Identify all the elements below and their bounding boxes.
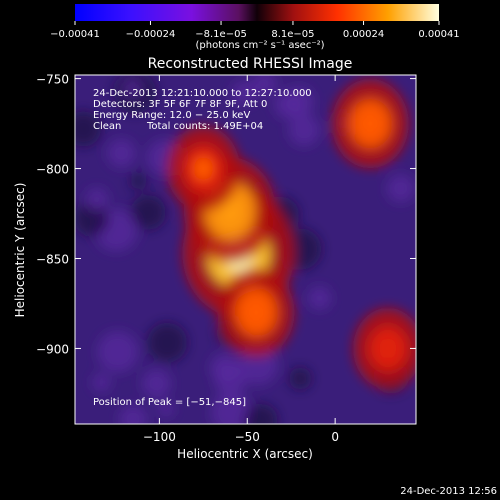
plot-frame — [74, 74, 417, 425]
x-axis-label: Heliocentric X (arcsec) — [177, 447, 313, 461]
background-texture — [141, 368, 171, 399]
x-axis-ticks: −100 −50 0 — [143, 75, 339, 444]
background-texture — [243, 403, 278, 424]
background-texture — [288, 367, 312, 390]
chart-title: Reconstructed RHESSI Image — [148, 56, 353, 72]
colorbar-ticks: −0.00041 −0.00024 −8.1e−05 8.1e−05 0.00024 0.… — [50, 21, 460, 40]
colorbar-tick-label: 0.00024 — [343, 29, 384, 40]
x-tick-label: −100 — [143, 430, 176, 444]
background-texture — [214, 363, 247, 396]
background-texture — [75, 111, 102, 147]
emission-core — [245, 299, 267, 325]
background-texture — [274, 91, 302, 119]
colorbar-tick-label: −0.00041 — [50, 29, 100, 40]
background-texture — [107, 138, 136, 168]
y-axis-label: Heliocentric Y (arcsec) — [13, 183, 27, 318]
info-peak-position: Position of Peak = [−51,−845] — [93, 397, 246, 408]
y-tick-label: −800 — [36, 163, 69, 177]
colorbar-tick-label: −0.00024 — [126, 29, 176, 40]
colorbar — [75, 4, 439, 21]
colorbar-tick-label: −8.1e−05 — [195, 29, 247, 40]
emission-core — [359, 111, 381, 137]
info-method: Clean — [93, 121, 122, 132]
info-energy: Energy Range: 12.0 − 25.0 keV — [93, 110, 251, 121]
info-time-range: 24-Dec-2013 12:21:10.000 to 12:27:10.000 — [93, 88, 312, 99]
background-texture — [92, 373, 111, 392]
background-texture — [130, 172, 147, 190]
emission-core — [193, 156, 214, 181]
y-tick-label: −900 — [36, 342, 69, 356]
background-texture — [288, 114, 320, 146]
y-axis-ticks: −750 −800 −850 −900 — [36, 73, 416, 356]
background-texture — [123, 78, 142, 98]
y-tick-label: −850 — [36, 252, 69, 266]
heatmap-image — [75, 75, 416, 424]
background-texture — [386, 174, 415, 203]
background-texture — [147, 322, 188, 363]
info-total-counts: Total counts: 1.49E+04 — [147, 121, 264, 132]
background-texture — [210, 392, 252, 424]
background-texture — [75, 201, 109, 237]
y-tick-label: −750 — [36, 73, 69, 87]
background-texture — [307, 286, 332, 310]
colorbar-tick-label: 0.00041 — [418, 29, 459, 40]
colorbar-unit-label: (photons cm⁻² s⁻¹ asec⁻²) — [195, 40, 324, 51]
background-texture — [130, 194, 166, 230]
x-tick-label: −50 — [235, 430, 260, 444]
background-texture — [85, 187, 109, 211]
footer-timestamp: 24-Dec-2013 12:56 — [400, 486, 497, 497]
background-texture — [231, 81, 256, 106]
background-texture — [157, 400, 175, 417]
background-texture — [97, 331, 139, 373]
emission-core — [378, 337, 398, 360]
colorbar-tick-label: 8.1e−05 — [271, 29, 314, 40]
info-detectors: Detectors: 3F 5F 6F 7F 8F 9F, Att 0 — [93, 99, 268, 110]
background-texture — [251, 75, 277, 96]
background-texture — [118, 404, 148, 424]
x-tick-label: 0 — [331, 430, 339, 444]
